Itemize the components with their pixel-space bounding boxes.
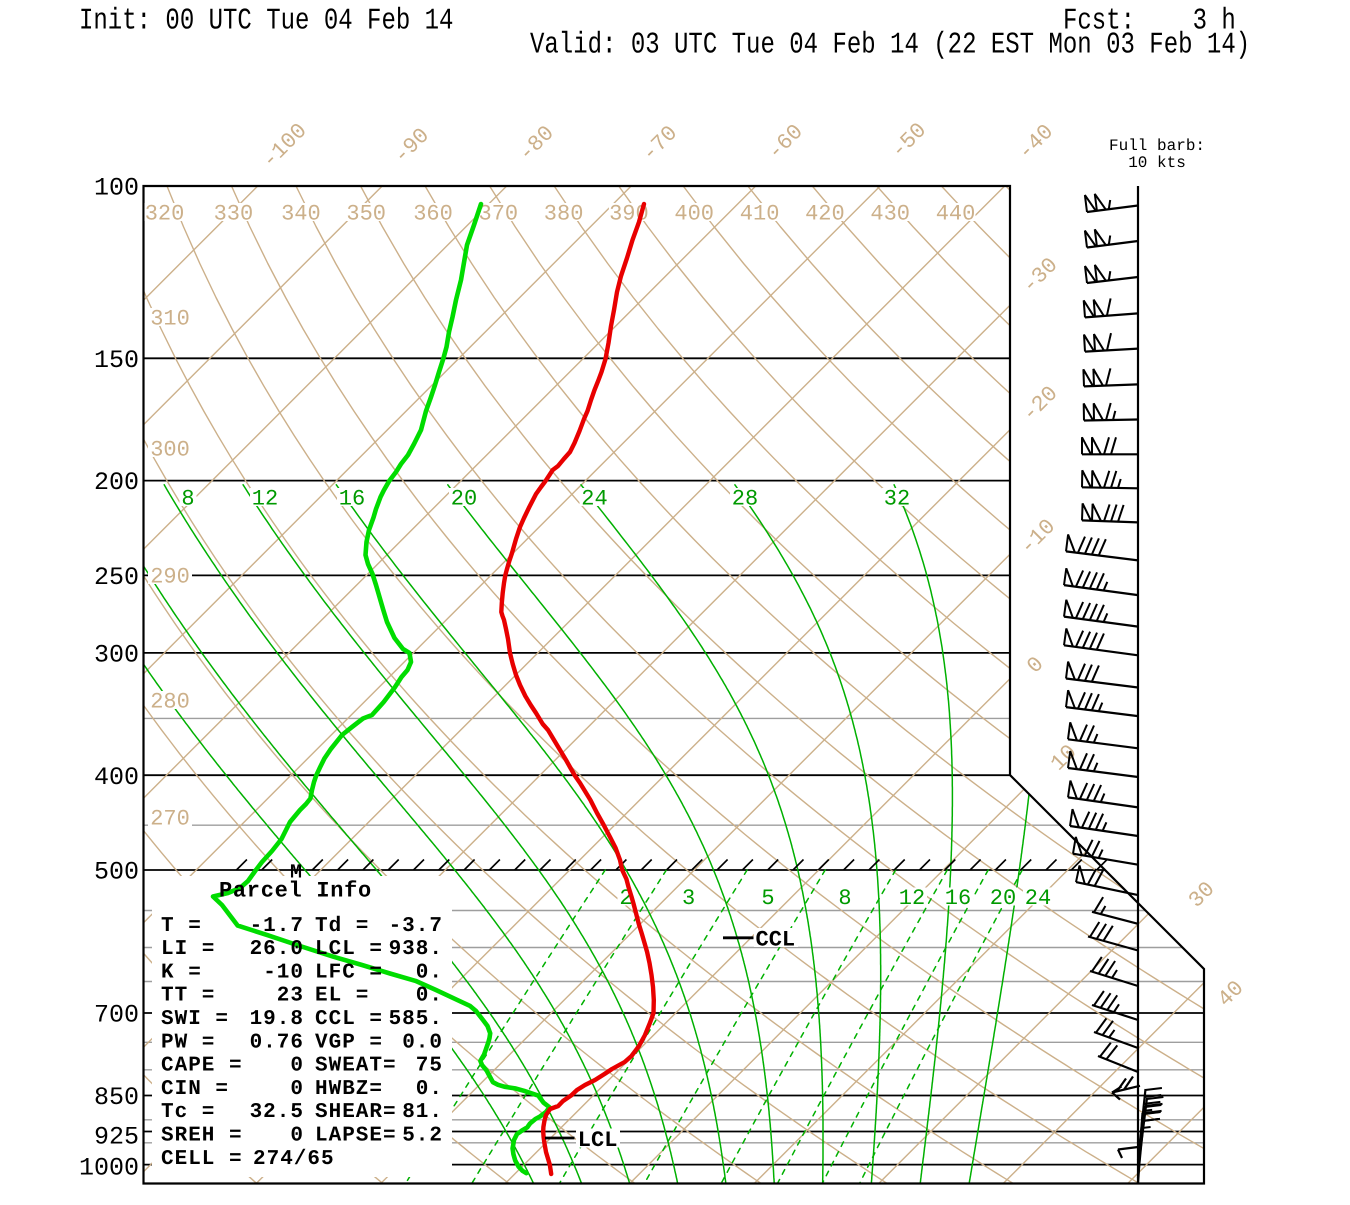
svg-text:0: 0	[290, 1055, 304, 1078]
svg-text:100: 100	[94, 174, 139, 203]
svg-text:300: 300	[94, 641, 139, 670]
svg-text:370: 370	[478, 202, 518, 227]
svg-text:3: 3	[682, 886, 695, 911]
svg-text:400: 400	[674, 202, 714, 227]
svg-text:SHEAR=: SHEAR=	[315, 1101, 397, 1124]
svg-text:0.76: 0.76	[250, 1031, 304, 1054]
svg-text:8: 8	[838, 886, 851, 911]
svg-text:938.: 938.	[389, 938, 443, 961]
svg-text:400: 400	[94, 763, 139, 792]
svg-text:CIN =: CIN =	[161, 1078, 229, 1101]
svg-text:200: 200	[94, 468, 139, 497]
svg-text:32.5: 32.5	[250, 1101, 304, 1124]
svg-text:T =: T =	[161, 915, 202, 938]
svg-text:350: 350	[346, 202, 386, 227]
svg-text:Full barb:: Full barb:	[1109, 137, 1205, 155]
svg-text:274/65: 274/65	[253, 1148, 335, 1171]
svg-text:310: 310	[150, 307, 190, 332]
svg-text:420: 420	[805, 202, 845, 227]
svg-text:5: 5	[761, 886, 774, 911]
svg-text:SWI =: SWI =	[161, 1008, 229, 1031]
svg-text:PW =: PW =	[161, 1031, 215, 1054]
svg-text:500: 500	[94, 858, 139, 887]
svg-text:585.: 585.	[389, 1008, 443, 1031]
svg-text:250: 250	[94, 563, 139, 592]
svg-text:10 kts: 10 kts	[1128, 154, 1186, 172]
svg-text:CAPE =: CAPE =	[161, 1055, 243, 1078]
svg-text:290: 290	[150, 565, 190, 590]
svg-text:12: 12	[252, 487, 278, 512]
svg-text:0: 0	[290, 1125, 304, 1148]
svg-text:24: 24	[581, 487, 607, 512]
svg-text:440: 440	[936, 202, 976, 227]
svg-text:Td =: Td =	[315, 915, 369, 938]
svg-text:SWEAT=: SWEAT=	[315, 1055, 397, 1078]
svg-text:0.: 0.	[416, 985, 443, 1008]
svg-text:430: 430	[870, 202, 910, 227]
svg-text:320: 320	[145, 202, 185, 227]
svg-text:0.: 0.	[416, 1078, 443, 1101]
svg-text:VGP =: VGP =	[315, 1031, 383, 1054]
svg-text:LFC =: LFC =	[315, 961, 383, 984]
svg-text:EL =: EL =	[315, 985, 369, 1008]
svg-text:LCL =: LCL =	[315, 938, 383, 961]
svg-text:CELL =: CELL =	[161, 1148, 243, 1171]
svg-text:24: 24	[1025, 886, 1051, 911]
svg-text:12: 12	[899, 886, 925, 911]
svg-text:TT =: TT =	[161, 985, 215, 1008]
svg-text:K =: K =	[161, 961, 202, 984]
svg-text:8: 8	[181, 487, 194, 512]
svg-text:Init: 00 UTC Tue 04 Feb 14: Init: 00 UTC Tue 04 Feb 14	[79, 5, 453, 39]
svg-text:-1.7: -1.7	[250, 915, 304, 938]
svg-text:CCL =: CCL =	[315, 1008, 383, 1031]
svg-text:16: 16	[339, 487, 365, 512]
svg-text:360: 360	[413, 202, 453, 227]
svg-text:LCL: LCL	[578, 1128, 618, 1153]
svg-text:Valid: 03 UTC Tue 04 Feb 14 (2: Valid: 03 UTC Tue 04 Feb 14 (22 EST Mon …	[530, 29, 1250, 63]
svg-text:LAPSE=: LAPSE=	[315, 1125, 397, 1148]
svg-text:CCL: CCL	[756, 927, 796, 952]
svg-text:M: M	[290, 861, 302, 884]
svg-text:16: 16	[945, 886, 971, 911]
svg-text:300: 300	[150, 438, 190, 463]
svg-text:LI =: LI =	[161, 938, 215, 961]
svg-text:330: 330	[214, 202, 254, 227]
svg-text:0.0: 0.0	[402, 1031, 443, 1054]
svg-text:380: 380	[544, 202, 584, 227]
svg-text:20: 20	[451, 487, 477, 512]
svg-text:20: 20	[990, 886, 1016, 911]
svg-text:410: 410	[740, 202, 780, 227]
svg-text:270: 270	[150, 807, 190, 832]
svg-text:-3.7: -3.7	[389, 915, 443, 938]
svg-text:32: 32	[884, 487, 910, 512]
svg-text:340: 340	[281, 202, 321, 227]
svg-text:19.8: 19.8	[250, 1008, 304, 1031]
svg-text:925: 925	[94, 1123, 139, 1152]
svg-text:280: 280	[150, 690, 190, 715]
svg-text:Parcel Info: Parcel Info	[219, 879, 372, 904]
svg-text:0: 0	[290, 1078, 304, 1101]
svg-text:Tc =: Tc =	[161, 1101, 215, 1124]
svg-text:1000: 1000	[79, 1154, 139, 1183]
svg-text:23: 23	[277, 985, 304, 1008]
svg-text:HWBZ=: HWBZ=	[315, 1078, 383, 1101]
svg-text:850: 850	[94, 1083, 139, 1112]
svg-text:SREH =: SREH =	[161, 1125, 243, 1148]
svg-text:150: 150	[94, 346, 139, 375]
svg-text:81.: 81.	[402, 1101, 443, 1124]
svg-text:5.2: 5.2	[402, 1125, 443, 1148]
svg-text:75: 75	[416, 1055, 443, 1078]
svg-text:0.: 0.	[416, 961, 443, 984]
svg-text:-10: -10	[263, 961, 304, 984]
svg-text:28: 28	[732, 487, 758, 512]
svg-text:26.0: 26.0	[250, 938, 304, 961]
svg-text:Fcst: 3 h: Fcst: 3 h	[1063, 5, 1236, 39]
svg-text:700: 700	[94, 1001, 139, 1030]
